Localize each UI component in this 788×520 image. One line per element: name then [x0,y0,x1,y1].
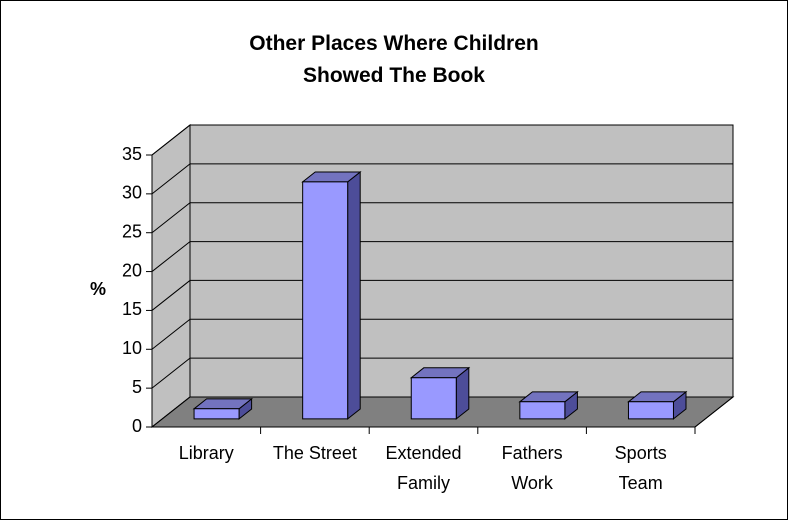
grid-line [151,202,733,234]
y-tick-label: 10 [122,338,142,358]
x-tick-label: Fathers Work [501,443,563,493]
y-tick-label: 15 [122,299,142,319]
bar [302,181,349,420]
x-tick-label: The Street [272,443,357,463]
side-wall [151,123,191,429]
y-tick-label: 35 [122,144,142,164]
bar [627,401,674,420]
y-tick-label: 30 [122,183,142,203]
grid-line [151,163,733,195]
grid-line [151,241,733,272]
bar-side [347,170,361,420]
grid-line [151,318,733,350]
grid-line [151,279,733,311]
chart-title: Other Places Where Children Showed The B… [249,32,539,87]
y-axis-label: % [90,279,106,299]
x-tick-label: Library [178,443,234,463]
y-tick-label: 20 [122,260,142,280]
grid-line [151,357,733,389]
grid-line [151,124,733,156]
bar [410,377,457,420]
floor-edge [694,396,734,428]
y-tick-label: 0 [132,416,142,436]
bar [193,408,240,420]
y-tick-label: 5 [132,377,142,397]
x-tick-label: Sports Team [614,443,667,493]
bar [519,401,566,420]
x-tick-label: Extended Family [385,443,462,493]
back-wall [189,124,734,398]
y-tick-label: 25 [122,221,142,241]
